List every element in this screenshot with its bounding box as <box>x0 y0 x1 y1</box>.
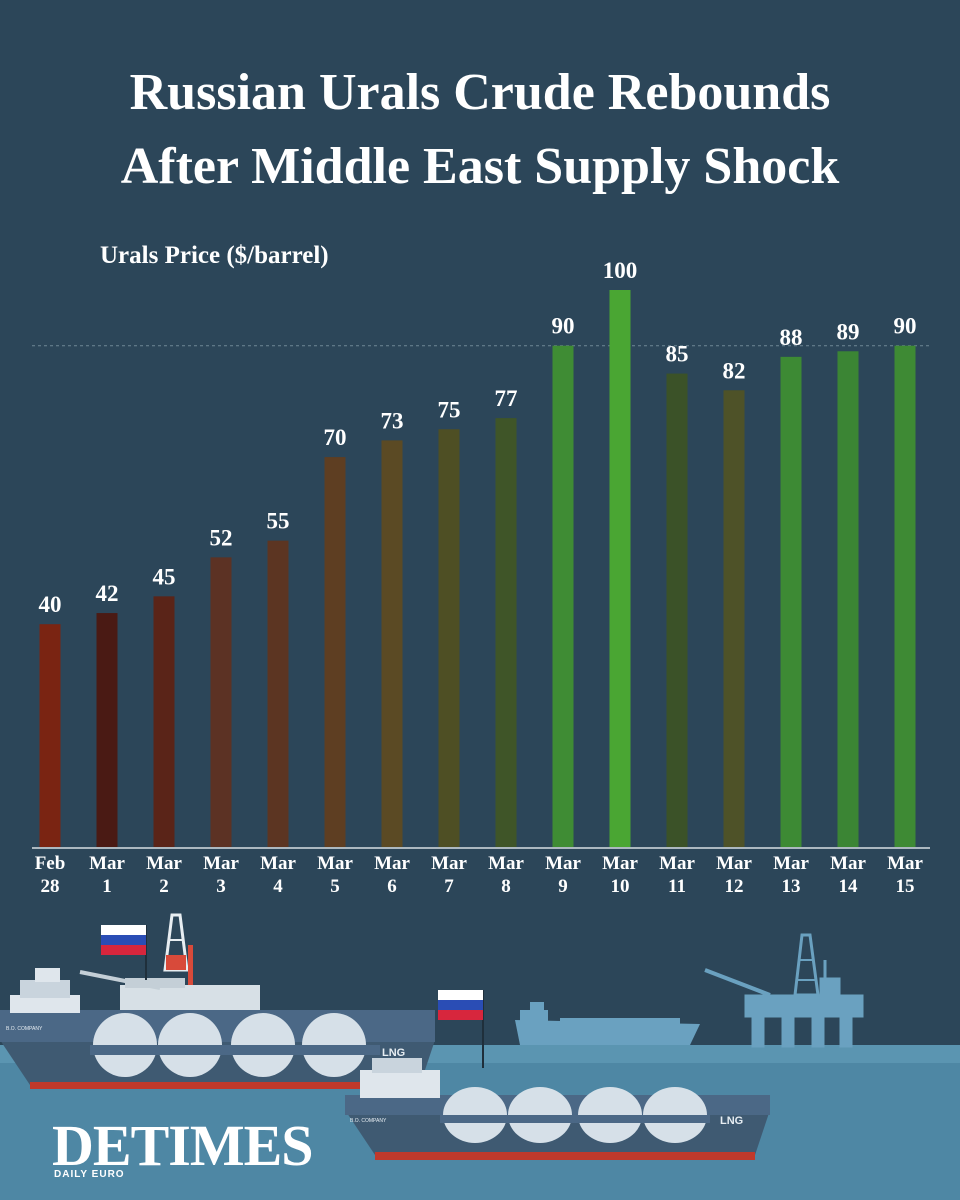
bar-value-label-13: 88 <box>780 325 803 350</box>
russian-flag-1 <box>101 925 147 980</box>
bar-14 <box>837 351 859 847</box>
bar-5 <box>324 457 346 847</box>
chart-title: Russian Urals Crude Rebounds After Middl… <box>0 56 960 204</box>
bar-11 <box>666 373 688 847</box>
bar-value-label-14: 89 <box>837 319 860 344</box>
bar-value-label-2: 45 <box>153 564 176 589</box>
bar-9 <box>552 345 574 847</box>
bar-13 <box>780 356 802 847</box>
x-tick-label-13: Mar 13 <box>773 853 809 897</box>
bar-2 <box>153 596 175 847</box>
y-axis-label: Urals Price ($/barrel) <box>100 242 329 269</box>
bar-value-label-0: 40 <box>39 592 62 617</box>
bar-value-label-15: 90 <box>894 314 917 339</box>
publisher-logo: DETIMES DAILY EURO <box>52 1116 322 1184</box>
x-tick-label-15: Mar 15 <box>887 853 923 897</box>
ship-2-hull-text: B.O. COMPANY <box>350 1118 387 1124</box>
ships-illustration: LNG B.O. COMPANY LNG B.O. COMPANY <box>0 913 960 1200</box>
lng-ship-1: LNG B.O. COMPANY <box>0 968 435 1089</box>
russian-flag-2 <box>438 990 484 1068</box>
bar-0 <box>39 624 61 847</box>
bar-10 <box>609 290 631 847</box>
bar-value-label-3: 52 <box>210 525 233 550</box>
bar-value-label-1: 42 <box>96 581 119 606</box>
bar-7 <box>438 429 460 847</box>
x-tick-label-4: Mar 4 <box>260 853 296 897</box>
bar-15 <box>894 345 916 847</box>
bar-4 <box>267 540 289 847</box>
bars-group: 40 42 45 52 55 70 73 75 77 90 100 85 82 88 89 90 <box>39 258 917 847</box>
x-tick-labels: Feb 28 Mar 1 Mar 2 Mar 3 Mar 4 Mar 5 Mar 6 Mar 7 Mar 8 Mar… <box>35 853 924 897</box>
x-tick-label-5: Mar 5 <box>317 853 353 897</box>
bar-12 <box>723 390 745 847</box>
x-tick-label-12: Mar 12 <box>716 853 752 897</box>
bar-6 <box>381 440 403 847</box>
x-tick-label-2: Mar 2 <box>146 853 182 897</box>
bar-value-label-11: 85 <box>666 342 689 367</box>
bar-value-label-6: 73 <box>381 408 404 433</box>
x-tick-label-9: Mar 9 <box>545 853 581 897</box>
ship-1-lng-label: LNG <box>382 1047 405 1059</box>
title-line-2: After Middle East Supply Shock <box>120 138 840 195</box>
bar-value-label-4: 55 <box>267 509 290 534</box>
lng-ship-2: LNG B.O. COMPANY <box>345 1058 770 1160</box>
x-tick-label-1: Mar 1 <box>89 853 125 897</box>
oil-platform-right <box>704 933 864 1048</box>
bar-value-label-7: 75 <box>438 397 461 422</box>
logo-wordmark: DETIMES <box>52 1113 314 1178</box>
bar-value-label-12: 82 <box>723 358 746 383</box>
bar-3 <box>210 557 232 847</box>
oil-rig-left <box>79 913 260 1013</box>
x-tick-label-11: Mar 11 <box>659 853 695 897</box>
x-tick-label-8: Mar 8 <box>488 853 524 897</box>
x-tick-label-7: Mar 7 <box>431 853 467 897</box>
bar-value-label-9: 90 <box>552 314 575 339</box>
bar-value-label-10: 100 <box>603 258 638 283</box>
x-tick-label-14: Mar 14 <box>830 853 866 897</box>
x-tick-label-6: Mar 6 <box>374 853 410 897</box>
bar-8 <box>495 418 517 847</box>
bar-value-label-5: 70 <box>324 425 347 450</box>
logo-tagline: DAILY EURO <box>54 1169 125 1180</box>
title-line-1: Russian Urals Crude Rebounds <box>129 64 831 121</box>
bar-value-label-8: 77 <box>495 386 518 411</box>
bar-1 <box>96 613 118 847</box>
x-tick-label-0: Feb 28 <box>35 853 66 897</box>
ship-2-lng-label: LNG <box>720 1115 743 1127</box>
bar-chart: Urals Price ($/barrel) 40 42 45 52 55 70 73 75 7… <box>32 242 930 897</box>
x-tick-label-3: Mar 3 <box>203 853 239 897</box>
distant-tanker <box>515 1002 700 1045</box>
ship-1-hull-text: B.O. COMPANY <box>6 1026 43 1032</box>
x-tick-label-10: Mar 10 <box>602 853 638 897</box>
